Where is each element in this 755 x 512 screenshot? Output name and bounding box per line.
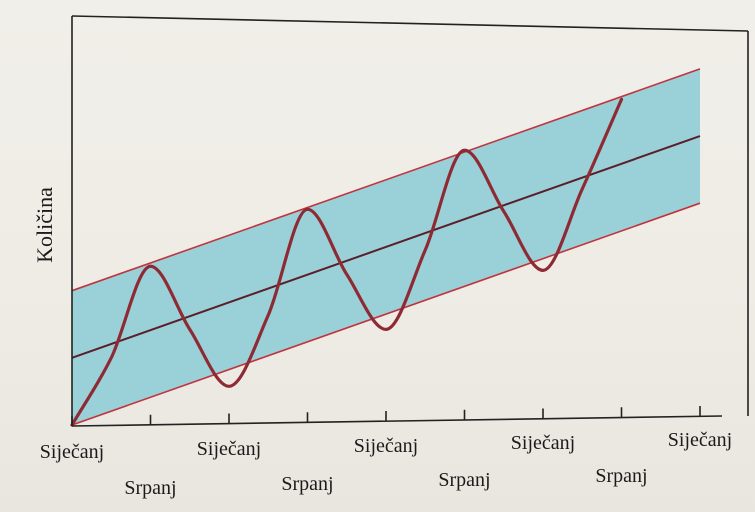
x-tick-label: Srpanj bbox=[595, 465, 647, 487]
ticks-layer: Siječanj Srpanj Siječanj Srpanj Siječanj Srpa… bbox=[40, 406, 732, 499]
x-tick-label: Srpanj bbox=[438, 469, 490, 491]
x-tick-label: Srpanj bbox=[281, 473, 333, 495]
x-tick-label: Srpanj bbox=[124, 477, 176, 499]
x-tick-label: Siječanj bbox=[354, 435, 418, 457]
x-tick-label: Siječanj bbox=[668, 429, 732, 451]
y-axis-label: Količina bbox=[32, 187, 57, 263]
x-tick-label: Siječanj bbox=[511, 432, 575, 454]
x-tick-label: Siječanj bbox=[197, 438, 261, 460]
x-tick-label: Siječanj bbox=[40, 441, 104, 463]
top-frame-line bbox=[72, 16, 748, 31]
trend-line bbox=[72, 136, 700, 358]
x-axis-line bbox=[72, 416, 722, 426]
